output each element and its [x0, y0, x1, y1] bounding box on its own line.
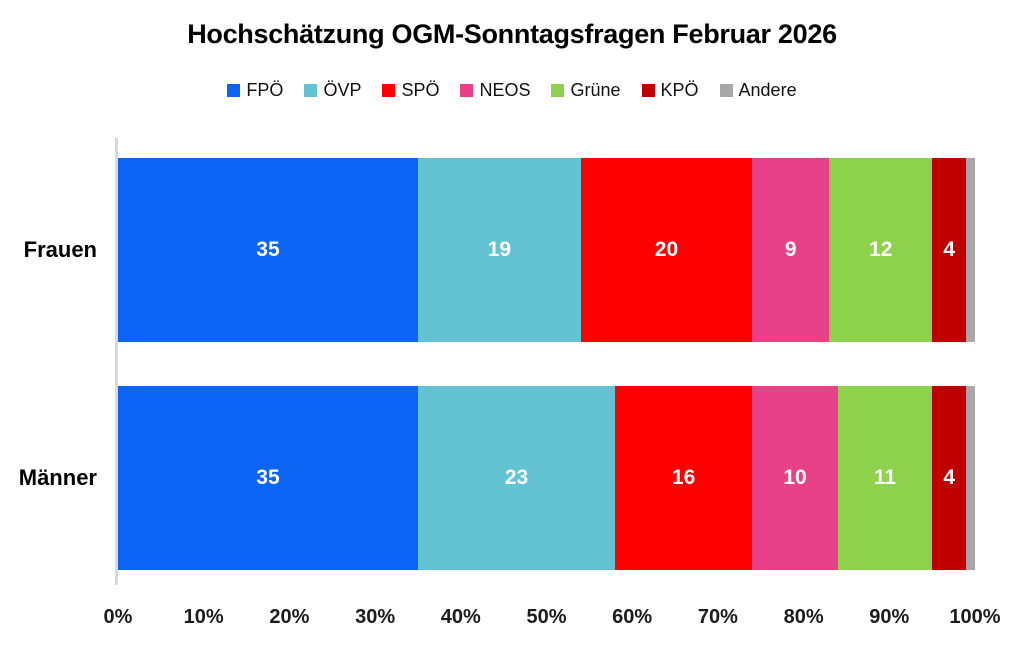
bar-segment-fpö: 35 [118, 386, 418, 570]
bar-segment-övp: 23 [417, 386, 616, 570]
legend-item-fpö: FPÖ [227, 80, 283, 101]
category-label-frauen: Frauen [23, 237, 97, 262]
category-label-männer: Männer [18, 465, 97, 490]
y-axis-line [115, 138, 118, 585]
x-tick-label: 100% [949, 606, 1001, 628]
legend-item-andere: Andere [719, 80, 797, 101]
bar-segment-fpö: 35 [118, 158, 418, 342]
x-tick-label: 80% [783, 606, 824, 628]
legend-item-övp: ÖVP [304, 80, 361, 101]
value-label: 35 [256, 466, 280, 489]
legend-item-kpö: KPÖ [641, 80, 699, 101]
value-label: 10 [783, 466, 807, 489]
legend-swatch-icon [641, 84, 655, 97]
bar-segment-spö: 20 [580, 158, 753, 342]
chart-title: Hochschätzung OGM-Sonntagsfragen Februar… [187, 19, 837, 49]
legend-label: KPÖ [660, 80, 699, 100]
x-tick-label: 30% [355, 606, 396, 628]
bar-segment-kpö: 4 [932, 158, 967, 342]
bar-segment-kpö: 4 [932, 386, 967, 570]
legend-swatch-icon [719, 84, 733, 97]
value-label: 35 [256, 238, 280, 261]
legend-label: ÖVP [323, 80, 362, 100]
x-tick-label: 90% [869, 606, 910, 628]
bar-segment-övp: 19 [417, 158, 581, 342]
bar-segment-neos: 9 [752, 158, 830, 342]
x-tick-label: 0% [103, 606, 133, 628]
x-tick-label: 60% [612, 606, 653, 628]
value-label: 19 [487, 238, 512, 261]
legend-item-neos: NEOS [460, 80, 530, 101]
bar-segment-andere [966, 386, 975, 570]
bar-segment-grüne: 12 [829, 158, 933, 342]
x-tick-label: 20% [269, 606, 310, 628]
legend-label: NEOS [479, 80, 531, 100]
value-label: 4 [943, 466, 956, 489]
value-label: 9 [784, 238, 797, 261]
legend: FPÖ ÖVP SPÖ NEOS Grüne KPÖ Andere [0, 80, 1024, 101]
value-label: 11 [873, 466, 897, 489]
legend-swatch-icon [382, 84, 396, 97]
legend-swatch-icon [551, 84, 565, 97]
legend-label: Grüne [570, 80, 621, 100]
x-tick-label: 10% [183, 606, 224, 628]
legend-swatch-icon [227, 84, 241, 97]
bar-segment-grüne: 11 [837, 386, 933, 570]
legend-item-spö: SPÖ [382, 80, 439, 101]
value-label: 20 [654, 238, 679, 261]
legend-item-grüne: Grüne [551, 80, 621, 101]
x-tick-label: 40% [440, 606, 481, 628]
bar-row-männer: 35 23 16 10 11 4 [118, 386, 975, 570]
legend-swatch-icon [460, 84, 474, 97]
x-tick-label: 70% [697, 606, 738, 628]
bar-segment-andere [966, 158, 975, 342]
legend-swatch-icon [304, 84, 318, 97]
legend-label: Andere [738, 80, 797, 100]
bar-segment-neos: 10 [752, 386, 838, 570]
plot-area: 35 19 20 9 12 4 35 23 16 10 11 4 [115, 0, 975, 647]
value-label: 23 [504, 466, 529, 489]
value-label: 12 [869, 238, 893, 261]
legend-label: SPÖ [401, 80, 440, 100]
x-tick-label: 50% [526, 606, 567, 628]
bar-segment-spö: 16 [615, 386, 753, 570]
bar-row-frauen: 35 19 20 9 12 4 [118, 158, 975, 342]
value-label: 16 [671, 466, 696, 489]
legend-label: FPÖ [246, 80, 284, 100]
value-label: 4 [943, 238, 956, 261]
